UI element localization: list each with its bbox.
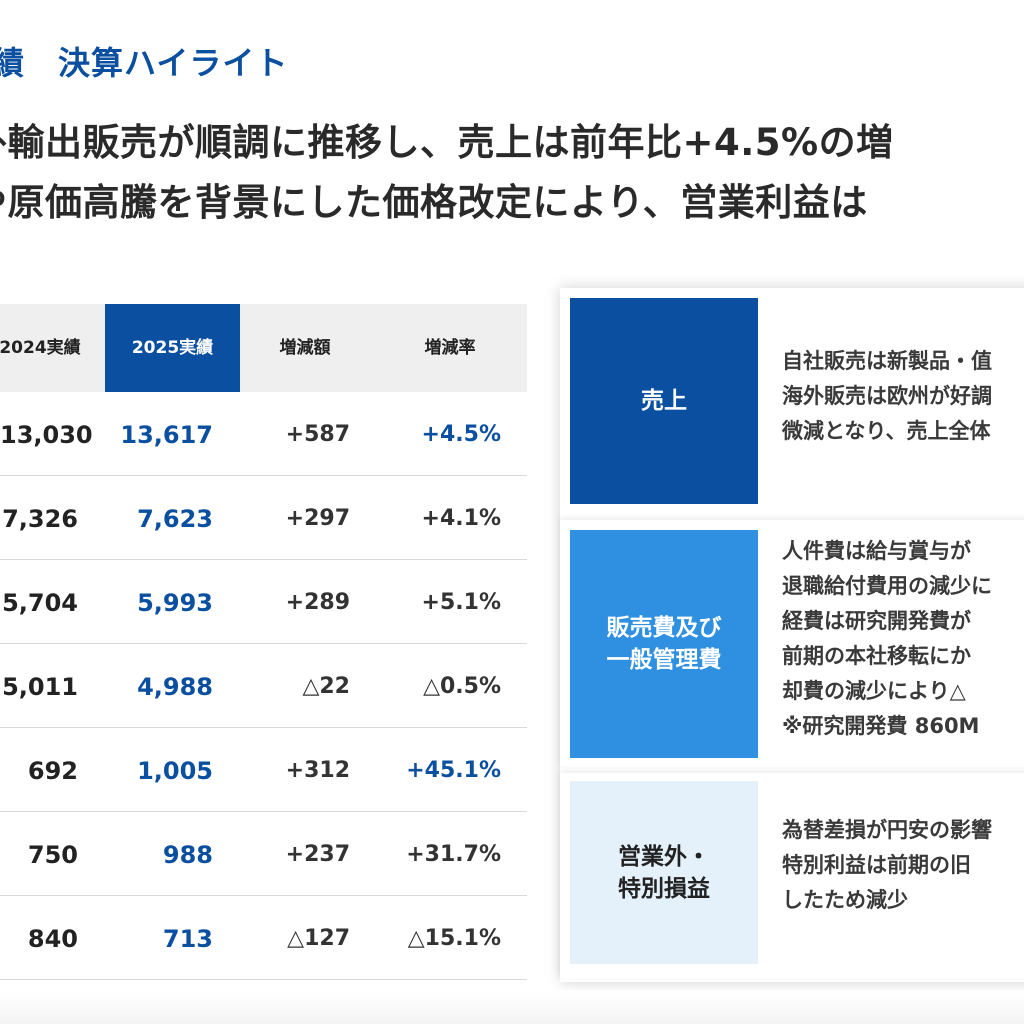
block-sga-desc: 人件費は給与賞与が 退職給付費用の減少に 経費は研究開発費が 前期の本社移転にか…: [782, 539, 992, 738]
table-row: 692 1,005 +312 +45.1%: [0, 728, 527, 812]
cell-change-rate: △15.1%: [407, 926, 501, 951]
header-2024: 2024実績: [0, 338, 81, 358]
block-sga-label: 販売費及び 一般管理費: [570, 530, 758, 758]
cell-2025: 713: [162, 925, 213, 953]
cell-2024: 7,326: [2, 505, 78, 533]
cell-2024: 13,030: [0, 421, 93, 449]
cell-2024: 692: [27, 757, 78, 785]
cell-2025: 5,993: [137, 589, 213, 617]
cell-change-amount: +587: [285, 422, 350, 447]
table-row: 5,704 5,993 +289 +5.1%: [0, 560, 527, 644]
table-row: 7,326 7,623 +297 +4.1%: [0, 476, 527, 560]
headline-line-1: 外輸出販売が順調に推移し、売上は前年比+4.5%の増: [0, 121, 894, 164]
cell-2024: 840: [27, 925, 78, 953]
cell-change-rate: +4.1%: [421, 506, 501, 531]
cell-change-rate: +31.7%: [406, 842, 501, 867]
header-change-amount: 増減額: [279, 338, 331, 358]
cell-change-amount: +297: [285, 506, 350, 531]
block-sga: 販売費及び 一般管理費 人件費は給与賞与が 退職給付費用の減少に 経費は研究開発…: [560, 520, 1024, 767]
headline-line-2: や原価高騰を背景にした価格改定により、営業利益は: [0, 181, 868, 224]
table-body: 13,030 13,617 +587 +4.5% 7,326 7,623 +297 +4.1%…: [0, 392, 527, 980]
header-change-rate: 増減率: [424, 338, 476, 358]
cell-change-amount: △22: [302, 674, 350, 699]
table-row: 13,030 13,617 +587 +4.5%: [0, 392, 527, 476]
cell-2025: 1,005: [137, 757, 213, 785]
results-table: 2024実績 2025実績 増減額 増減率 13,030 13,617 +587 +4…: [0, 304, 527, 980]
cell-2024: 750: [27, 841, 78, 869]
cell-change-amount: +289: [285, 590, 350, 615]
cell-change-rate: +4.5%: [421, 422, 501, 447]
cell-change-amount: +237: [285, 842, 350, 867]
block-sales-label: 売上: [570, 298, 758, 504]
table-row: 5,011 4,988 △22 △0.5%: [0, 644, 527, 728]
cell-change-amount: △127: [287, 926, 350, 951]
table-header: 2024実績 2025実績 増減額 増減率: [0, 304, 527, 392]
cell-2025: 7,623: [137, 505, 213, 533]
cell-change-rate: +5.1%: [421, 590, 501, 615]
bottom-fade: [0, 990, 1024, 1024]
commentary-panel: 売上 自社販売は新製品・值 海外販売は欧州が好調 微減となり、売上全体 販売費及…: [560, 288, 1024, 982]
cell-2025: 13,617: [120, 421, 213, 449]
cell-2025: 4,988: [137, 673, 213, 701]
header-2025: 2025実績: [105, 304, 240, 392]
cell-change-rate: +45.1%: [406, 758, 501, 783]
section-title: 績 決算ハイライト: [0, 44, 289, 82]
cell-2025: 988: [162, 841, 213, 869]
block-nonop: 営業外・ 特別損益 為替差損が円安の影響 特別利益は前期の旧 したため減少: [560, 773, 1024, 978]
cell-2024: 5,704: [2, 589, 78, 617]
block-sales: 売上 自社販売は新製品・值 海外販売は欧州が好調 微減となり、売上全体: [560, 288, 1024, 514]
cell-change-rate: △0.5%: [423, 674, 501, 699]
block-nonop-desc: 為替差損が円安の影響 特別利益は前期の旧 したため減少: [782, 818, 992, 912]
block-sales-desc: 自社販売は新製品・值 海外販売は欧州が好調 微減となり、売上全体: [782, 349, 992, 443]
table-row: 750 988 +237 +31.7%: [0, 812, 527, 896]
cell-change-amount: +312: [285, 758, 350, 783]
block-nonop-label: 営業外・ 特別損益: [570, 781, 758, 964]
cell-2024: 5,011: [2, 673, 78, 701]
table-row: 840 713 △127 △15.1%: [0, 896, 527, 980]
